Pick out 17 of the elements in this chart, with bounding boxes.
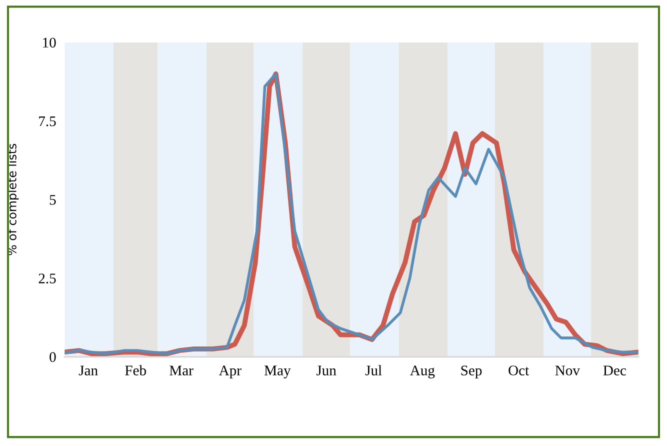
y-tick-label: 0 xyxy=(50,352,56,362)
x-tick-label: Jan xyxy=(78,366,98,376)
y-tick-label: 5 xyxy=(50,195,56,205)
x-tick-label: Mar xyxy=(170,366,194,376)
x-tick-label: Nov xyxy=(555,366,580,376)
x-tick-label: Aug xyxy=(410,366,435,378)
x-tick-label: May xyxy=(264,366,291,378)
x-tick-label: Dec xyxy=(603,366,626,376)
x-tick-label: Sep xyxy=(461,366,482,378)
x-tick-label: Apr xyxy=(218,366,242,378)
y-tick-label: 7.5 xyxy=(39,116,56,126)
x-tick-label: Oct xyxy=(508,366,529,376)
x-tick-label: Jun xyxy=(316,366,336,376)
y-tick-label: 10 xyxy=(43,38,56,48)
x-tick-label: Feb xyxy=(125,365,146,376)
x-tick-label: Jul xyxy=(365,365,382,376)
y-tick-label: 2.5 xyxy=(38,274,56,284)
